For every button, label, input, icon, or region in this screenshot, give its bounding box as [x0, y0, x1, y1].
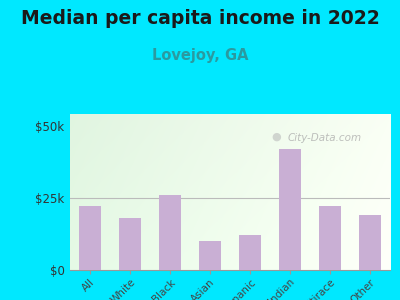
Bar — [119, 218, 141, 270]
Bar — [359, 215, 381, 270]
Text: Median per capita income in 2022: Median per capita income in 2022 — [21, 9, 379, 28]
Text: City-Data.com: City-Data.com — [288, 133, 362, 143]
Bar — [319, 206, 341, 270]
Bar — [279, 149, 301, 270]
Text: ●: ● — [272, 131, 281, 141]
Bar — [199, 241, 221, 270]
Bar — [159, 195, 181, 270]
Text: Lovejoy, GA: Lovejoy, GA — [152, 48, 248, 63]
Bar — [239, 235, 261, 270]
Bar — [79, 206, 101, 270]
